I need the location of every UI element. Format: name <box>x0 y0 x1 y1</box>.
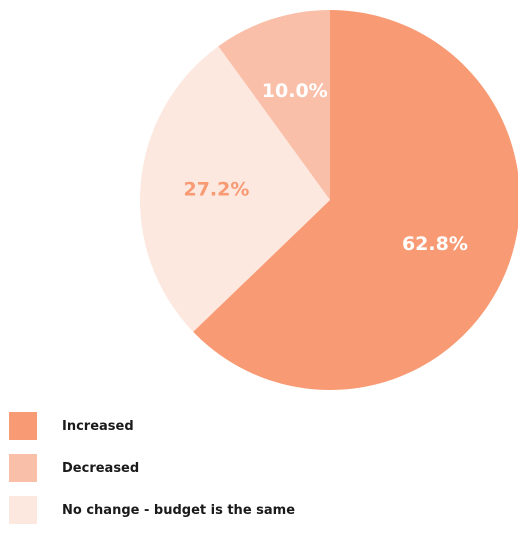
legend-swatch-increased <box>9 412 37 440</box>
pie-slice-no <box>139 46 330 332</box>
pie-slice-increased <box>193 10 518 390</box>
legend-label-no-change: No change - budget is the same <box>62 502 296 518</box>
pie-slices <box>139 10 518 390</box>
legend-item-no-change: No change - budget is the same <box>9 495 295 525</box>
pie-slice-value-label: 27.2% <box>183 178 249 200</box>
legend-label-decreased: Decreased <box>62 460 140 476</box>
legend-item-increased: Increased <box>9 411 295 441</box>
legend-item-decreased: Decreased <box>9 453 295 483</box>
pie-slice-labels: 62.8% 27.2% 10.0% <box>183 80 467 255</box>
legend-swatch-decreased <box>9 454 37 482</box>
pie-slice-value-label: 10.0% <box>262 80 328 102</box>
pie-slice-decreased <box>218 10 330 200</box>
pie-chart: 62.8% 27.2% 10.0% <box>139 10 518 390</box>
legend-label-increased: Increased <box>62 418 134 434</box>
pie-slice-value-label: 62.8% <box>402 233 468 255</box>
legend: Increased Decreased No change - budget i… <box>9 411 295 537</box>
legend-swatch-no-change <box>9 496 37 524</box>
